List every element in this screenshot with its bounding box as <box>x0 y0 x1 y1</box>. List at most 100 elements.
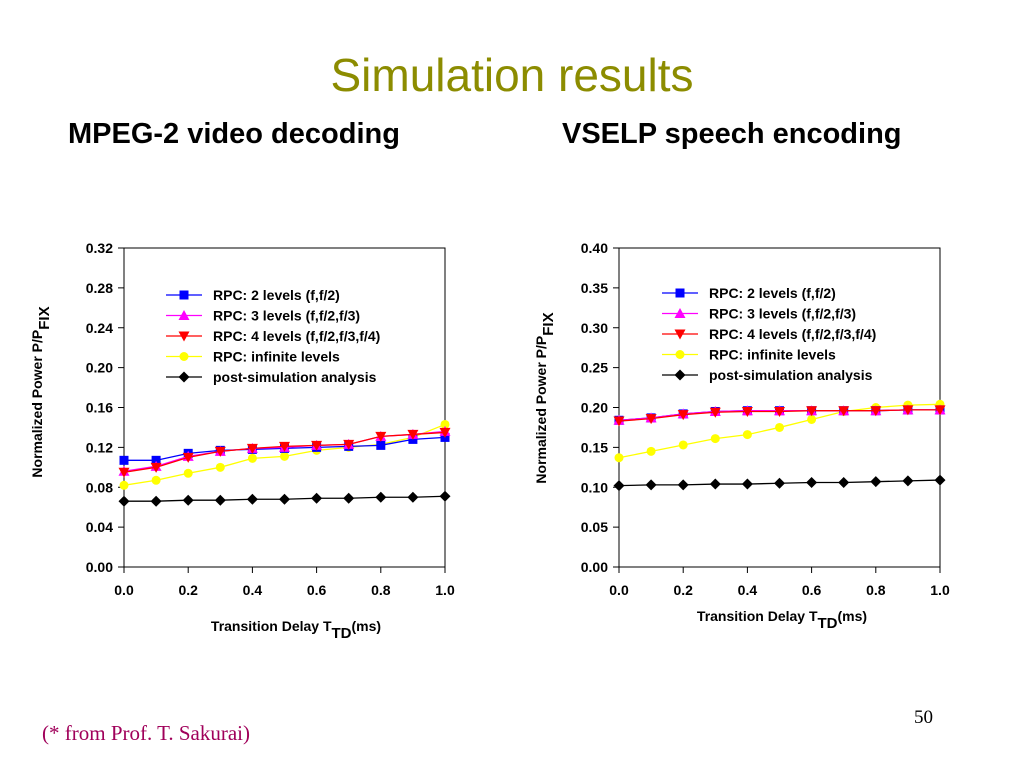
y-tick-label: 0.08 <box>86 479 113 495</box>
legend-marker <box>178 331 190 342</box>
y-tick-label: 0.10 <box>581 479 608 495</box>
data-point <box>279 441 290 452</box>
data-point <box>709 407 721 418</box>
data-point <box>710 434 720 444</box>
data-point <box>151 455 161 465</box>
data-point <box>182 494 194 506</box>
legend-marker <box>178 310 190 320</box>
slide-title: Simulation results <box>330 49 694 101</box>
y-tick-label: 0.30 <box>581 320 608 336</box>
x-tick-label: 1.0 <box>435 582 455 598</box>
legend-item: RPC: 4 levels (f,f/2,f/3,f/4) <box>166 328 380 344</box>
y-tick-label: 0.20 <box>86 360 113 376</box>
data-point <box>407 491 419 503</box>
data-point <box>375 431 387 442</box>
data-point <box>678 440 688 450</box>
data-point <box>614 453 624 463</box>
y-tick-label: 0.28 <box>86 280 113 296</box>
legend-item: RPC: infinite levels <box>662 347 836 363</box>
y-tick-label: 0.05 <box>581 519 608 535</box>
x-tick-label: 1.0 <box>930 582 950 598</box>
y-tick-label: 0.04 <box>86 519 113 535</box>
data-point <box>646 446 656 456</box>
data-point <box>376 440 386 450</box>
legend-label: RPC: 3 levels (f,f/2,f/3) <box>213 308 360 324</box>
legend: RPC: 2 levels (f,f/2) RPC: 3 levels (f,f/… <box>166 287 380 385</box>
data-point <box>119 455 129 465</box>
data-point <box>742 430 752 440</box>
data-point <box>151 475 161 485</box>
legend-label: post-simulation analysis <box>709 367 873 383</box>
data-point <box>870 406 882 417</box>
legend-marker <box>179 290 189 300</box>
legend-item: post-simulation analysis <box>662 367 873 383</box>
data-point <box>214 446 226 457</box>
data-point <box>343 439 355 450</box>
y-tick-label: 0.35 <box>581 280 608 296</box>
x-tick-label: 0.6 <box>307 582 327 598</box>
data-point <box>215 462 225 472</box>
y-tick-label: 0.32 <box>86 240 113 256</box>
data-point <box>439 427 451 438</box>
data-point <box>806 406 818 417</box>
data-point <box>870 476 882 488</box>
data-point <box>280 451 289 461</box>
data-point <box>934 405 946 416</box>
data-point <box>247 453 257 463</box>
legend-label: RPC: infinite levels <box>709 347 836 363</box>
series-rpc4 <box>613 405 946 427</box>
data-point <box>118 467 130 478</box>
data-point <box>645 414 657 425</box>
legend-marker <box>674 329 686 340</box>
legend-item: post-simulation analysis <box>166 369 377 385</box>
legend-marker <box>674 308 686 318</box>
data-point <box>311 492 323 504</box>
data-point <box>343 492 355 504</box>
data-point <box>902 405 914 416</box>
page-number: 50 <box>914 707 933 728</box>
x-tick-label: 0.4 <box>243 582 263 598</box>
data-point <box>677 410 689 421</box>
data-point <box>807 414 817 424</box>
chart-1: 0.00 0.04 0.08 0.12 0.16 0.20 0.24 0.28 0.32 0.0 0… <box>29 240 455 642</box>
data-point <box>838 406 850 417</box>
data-point <box>774 406 785 417</box>
legend-label: RPC: 4 levels (f,f/2,f/3,f/4) <box>213 328 380 344</box>
x-tick-label: 0.0 <box>609 582 629 598</box>
data-point <box>439 490 451 502</box>
data-point <box>934 474 946 486</box>
data-point <box>246 443 258 454</box>
data-point <box>246 493 258 505</box>
legend-item: RPC: 2 levels (f,f/2) <box>662 285 836 301</box>
x-tick-label: 0.8 <box>866 582 886 598</box>
x-tick-label: 0.6 <box>802 582 822 598</box>
data-point <box>279 493 290 505</box>
series-post <box>613 474 946 492</box>
y-axis-label: Normalized Power P/PFIX <box>29 306 53 477</box>
data-point <box>645 479 657 491</box>
y-axis-label: Normalized Power P/PFIX <box>533 312 557 483</box>
x-tick-label: 0.4 <box>738 582 758 598</box>
data-point <box>150 462 162 473</box>
x-tick-label: 0.2 <box>178 582 198 598</box>
legend-item: RPC: 4 levels (f,f/2,f/3,f/4) <box>662 326 876 342</box>
data-point <box>775 422 784 432</box>
chart-title-mpeg2: MPEG-2 video decoding <box>68 118 400 150</box>
y-tick-label: 0.12 <box>86 439 113 455</box>
series-rpc4 <box>118 427 451 478</box>
legend-label: post-simulation analysis <box>213 369 377 385</box>
data-point <box>741 406 753 417</box>
chart-title-vselp: VSELP speech encoding <box>562 118 902 150</box>
data-point <box>838 476 850 488</box>
x-axis-label: Transition Delay TTD(ms) <box>211 618 381 642</box>
data-point <box>741 478 753 490</box>
data-point <box>214 494 226 506</box>
data-point <box>677 479 689 491</box>
series-infinite <box>119 419 450 490</box>
legend-item: RPC: 3 levels (f,f/2,f/3) <box>166 308 360 324</box>
data-point <box>183 468 193 478</box>
data-point <box>806 476 818 488</box>
legend-label: RPC: 2 levels (f,f/2) <box>709 285 836 301</box>
source-note: (* from Prof. T. Sakurai) <box>42 721 251 745</box>
x-axis-label: Transition Delay TTD(ms) <box>697 608 867 632</box>
